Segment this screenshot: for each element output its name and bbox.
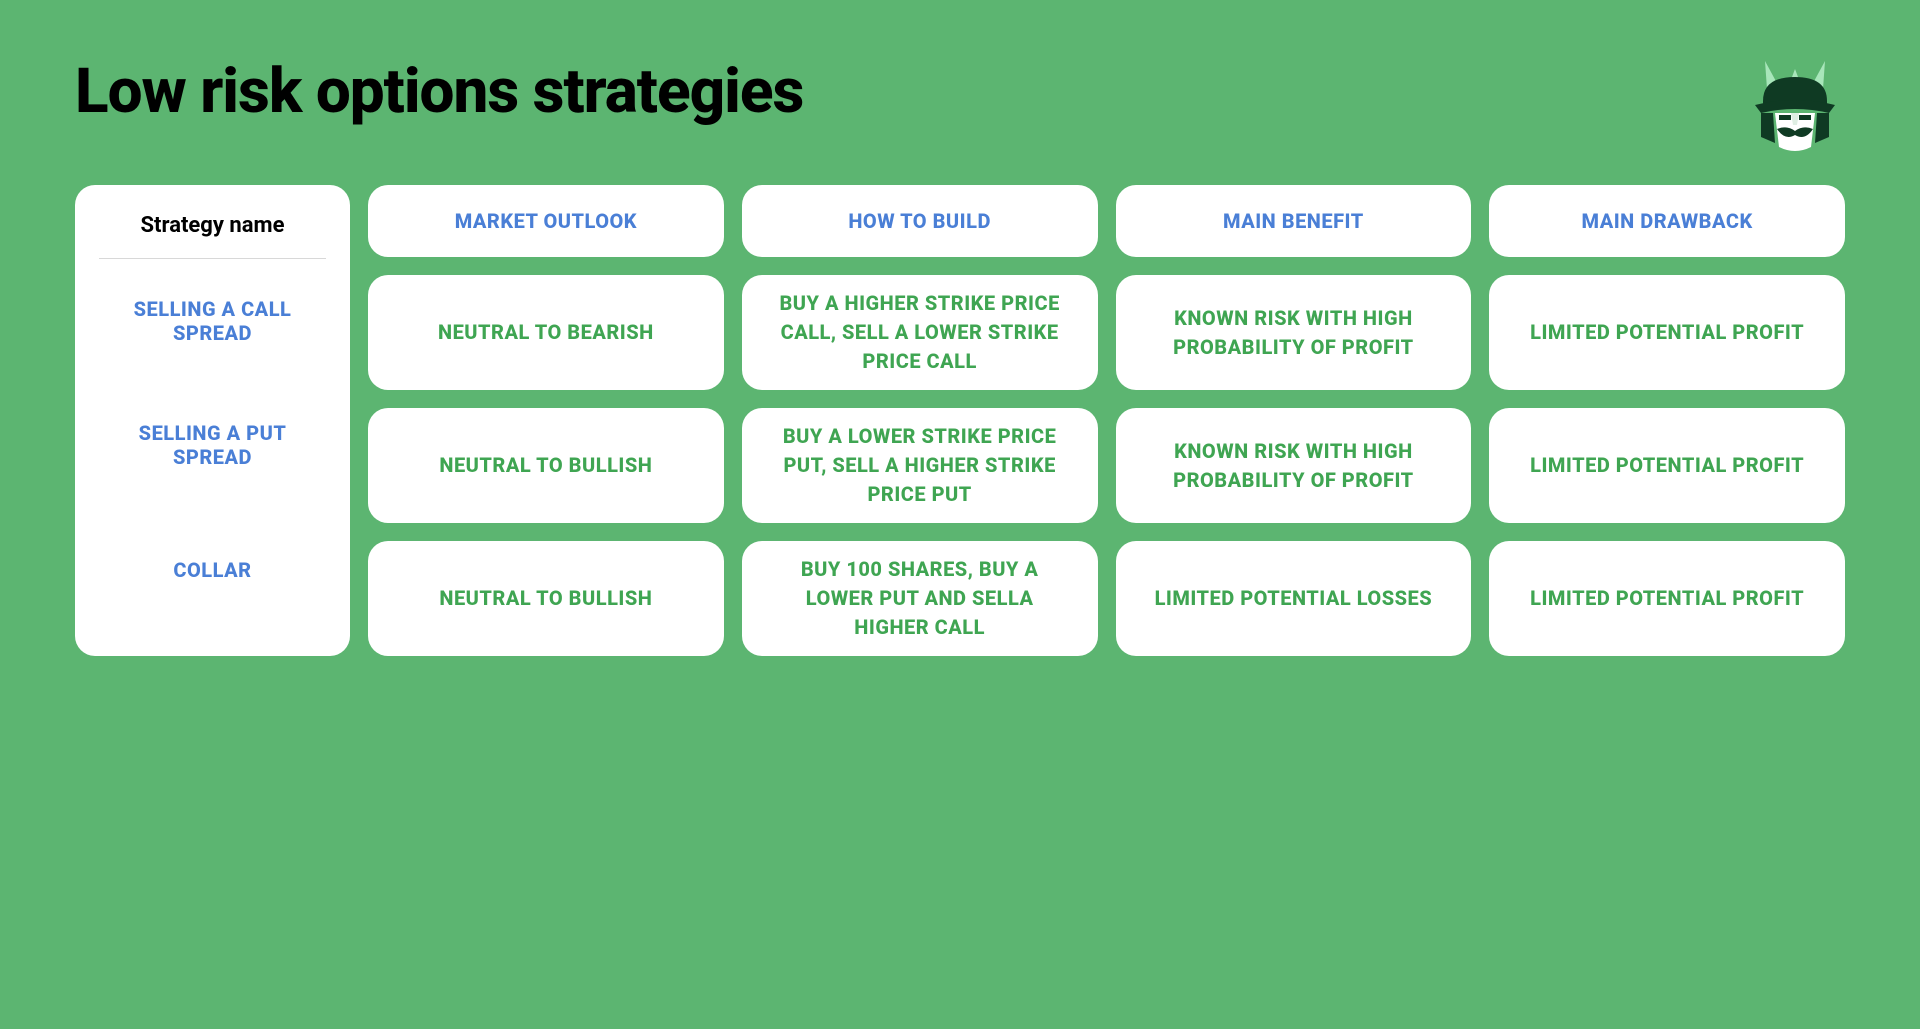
data-cell: Limited potential profit xyxy=(1489,275,1845,390)
data-cell: Limited potential profit xyxy=(1489,408,1845,523)
data-cell: Buy 100 shares, buy a lower put and sell… xyxy=(742,541,1098,656)
column-header-how-to-build: How to Build xyxy=(742,185,1098,257)
data-cell: Buy a higher strike price call, sell a l… xyxy=(742,275,1098,390)
strategy-name-header: Strategy name xyxy=(99,213,326,259)
data-cell: Known risk with high probability of prof… xyxy=(1116,408,1472,523)
header-row: Low risk options strategies xyxy=(75,55,1845,155)
column-header-main-drawback: Main Drawback xyxy=(1489,185,1845,257)
column-header-market-outlook: Market Outlook xyxy=(368,185,724,257)
page-title: Low risk options strategies xyxy=(75,55,803,128)
data-cell: Limited potential profit xyxy=(1489,541,1845,656)
strategies-table: Strategy name Selling a Call Spread Sell… xyxy=(75,185,1845,656)
strategy-name-column: Strategy name Selling a Call Spread Sell… xyxy=(75,185,350,656)
data-cell: Known risk with high probability of prof… xyxy=(1116,275,1472,390)
strategy-name-cell: Selling a Call Spread xyxy=(99,259,326,383)
data-cell: Limited potential losses xyxy=(1116,541,1472,656)
data-cell: Neutral to Bullish xyxy=(368,541,724,656)
strategy-name-cell: Selling a Put Spread xyxy=(99,383,326,507)
samurai-mascot-icon xyxy=(1745,55,1845,155)
strategy-name-cell: Collar xyxy=(99,508,326,632)
column-header-main-benefit: Main Benefit xyxy=(1116,185,1472,257)
data-grid: Market Outlook How to Build Main Benefit… xyxy=(368,185,1845,656)
data-cell: Neutral to Bullish xyxy=(368,408,724,523)
data-cell: Neutral to Bearish xyxy=(368,275,724,390)
data-cell: Buy a lower strike price put, sell a hig… xyxy=(742,408,1098,523)
